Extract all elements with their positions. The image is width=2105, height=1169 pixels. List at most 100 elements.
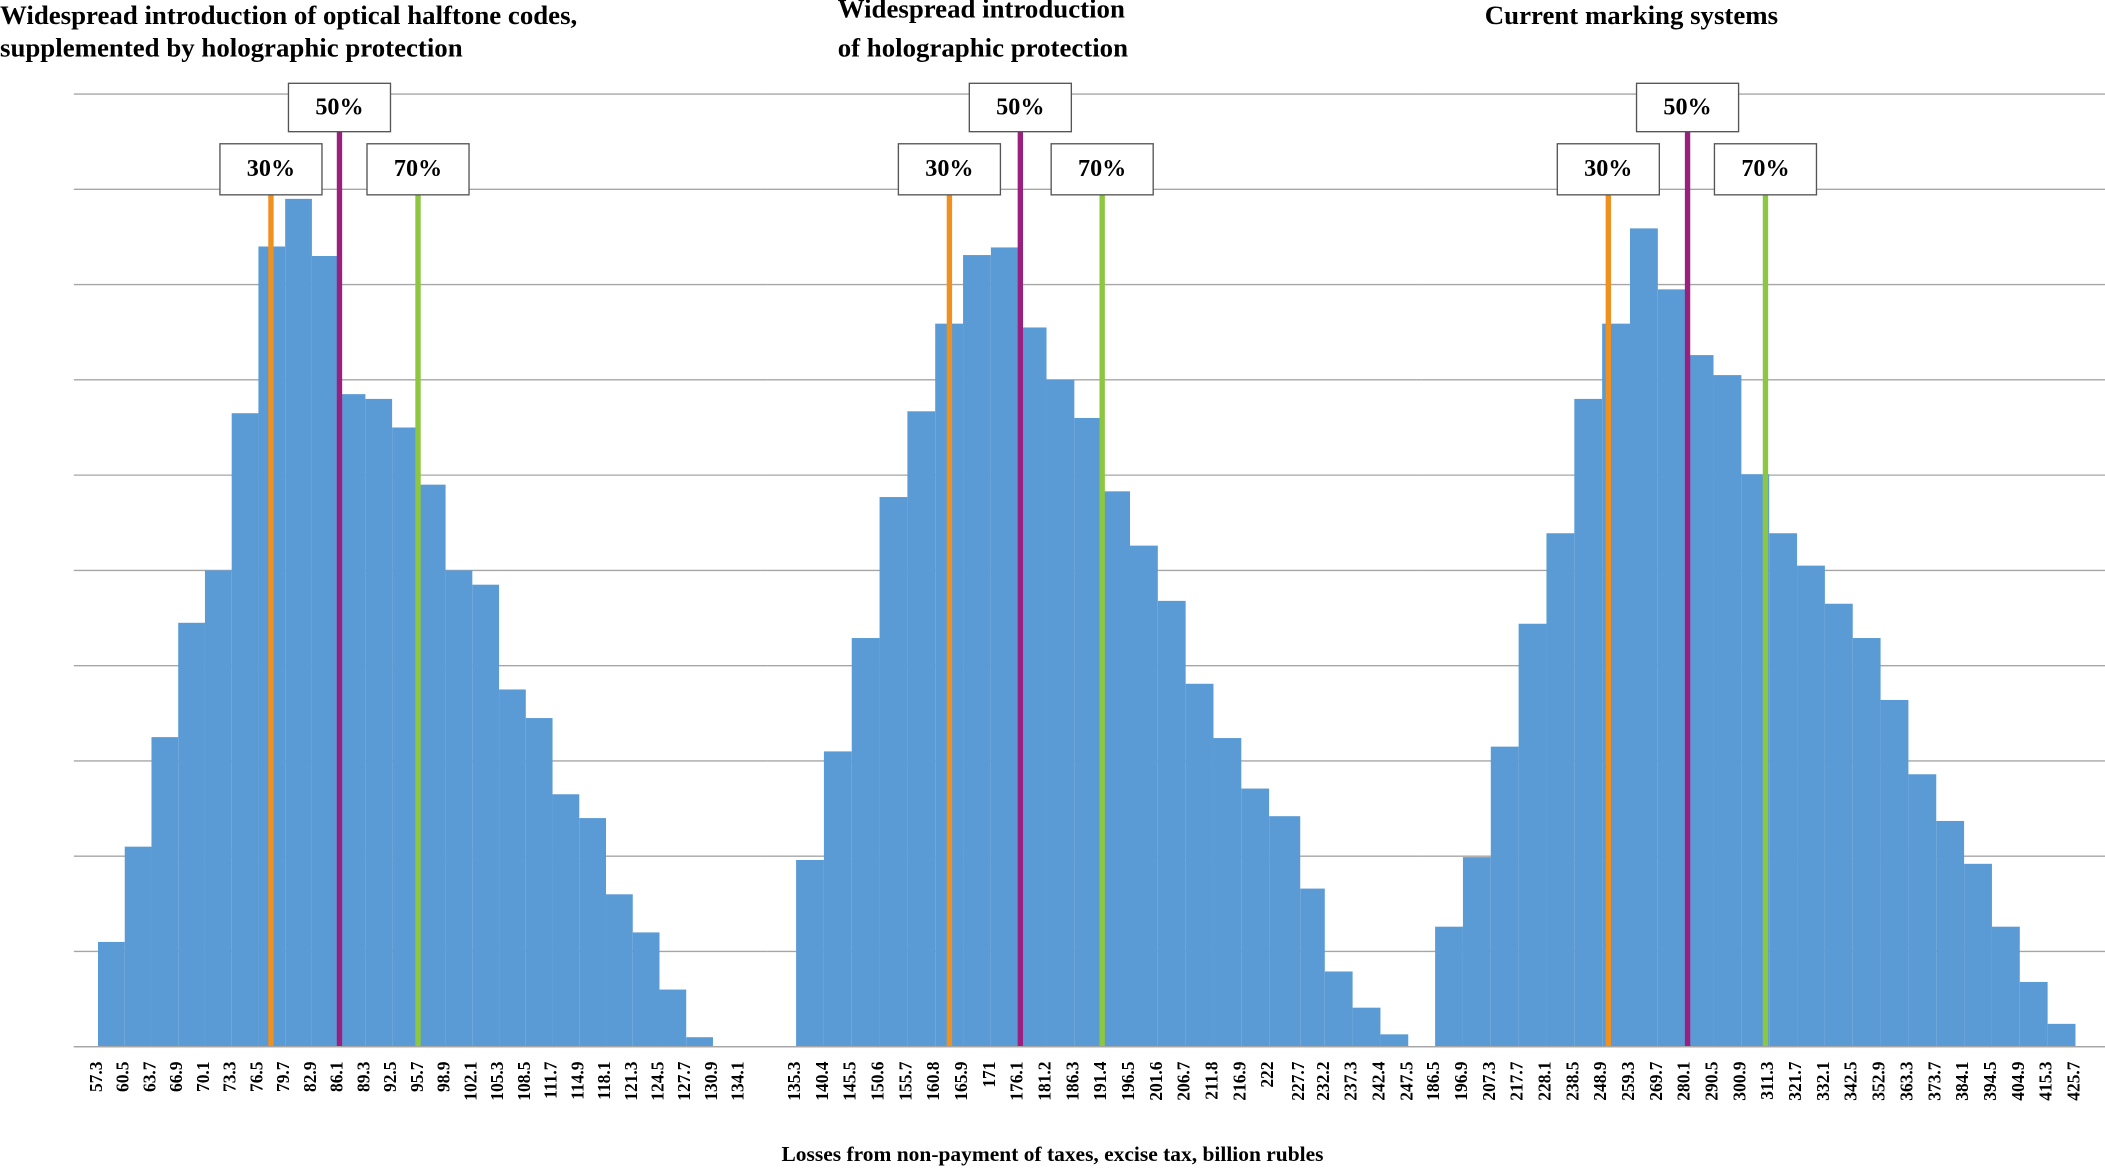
x-tick-label: 363.3 — [1896, 1061, 1916, 1101]
x-tick-label: 124.5 — [647, 1061, 667, 1101]
bar — [1157, 600, 1186, 1047]
percentile-label-box — [1050, 143, 1154, 196]
bar — [1490, 746, 1519, 1047]
x-tick-label: 232.2 — [1313, 1062, 1333, 1101]
x-tick-label: 176.1 — [1007, 1062, 1027, 1101]
x-tick-label: 171 — [979, 1062, 999, 1088]
x-tick-label: 86.1 — [327, 1062, 347, 1093]
bar — [1797, 565, 1825, 1047]
x-tick-label: 165.9 — [951, 1061, 971, 1101]
bar — [1018, 327, 1047, 1047]
percentile-label: 70% — [1078, 155, 1126, 182]
bar — [796, 860, 824, 1047]
percentile-label-box — [897, 143, 1002, 196]
percentile-label-box — [1713, 143, 1818, 196]
bar — [686, 1037, 713, 1047]
percentile-label-box — [366, 143, 470, 196]
x-tick-label: 191.4 — [1090, 1061, 1110, 1101]
bar — [392, 427, 419, 1047]
x-tick-label: 134.1 — [728, 1062, 748, 1101]
bar — [204, 570, 232, 1047]
percentile-label: 70% — [394, 155, 442, 182]
bar — [499, 689, 526, 1047]
x-tick-label: 121.3 — [621, 1061, 641, 1101]
x-tick-label: 300.9 — [1729, 1061, 1749, 1101]
bar — [1380, 1034, 1409, 1047]
x-tick-label: 89.3 — [353, 1061, 373, 1092]
bar — [1936, 820, 1965, 1047]
chart-title: supplemented by holographic protection — [0, 32, 463, 62]
x-tick-label: 95.7 — [407, 1061, 427, 1092]
bar — [907, 411, 936, 1047]
bar — [823, 751, 852, 1047]
chart-title: Current marking systems — [1485, 0, 1778, 30]
x-tick-label: 181.2 — [1035, 1062, 1055, 1101]
percentile-label-box — [1635, 82, 1740, 133]
bar — [1991, 926, 2020, 1047]
bar — [632, 932, 660, 1047]
x-tick-label: 98.9 — [434, 1061, 454, 1092]
bar — [1852, 638, 1881, 1047]
x-tick-label: 321.7 — [1785, 1061, 1805, 1101]
x-tick-label: 118.1 — [594, 1062, 614, 1100]
x-tick-label: 66.9 — [166, 1061, 186, 1092]
x-tick-label: 186.3 — [1062, 1061, 1082, 1101]
x-tick-label: 290.5 — [1702, 1061, 1722, 1101]
bar — [1185, 683, 1214, 1047]
x-tick-label: 247.5 — [1396, 1061, 1416, 1101]
x-tick-label: 425.7 — [2063, 1061, 2083, 1101]
x-tick-label: 228.1 — [1534, 1062, 1554, 1101]
bar — [1546, 533, 1575, 1047]
x-tick-label: 259.3 — [1618, 1061, 1638, 1101]
bar — [2047, 1023, 2076, 1047]
chart-title: Widespread introduction of optical halft… — [0, 0, 577, 30]
bar — [1518, 623, 1547, 1047]
x-tick-label: 102.1 — [460, 1062, 480, 1101]
bar — [472, 584, 500, 1047]
chart-title: Widespread introduction — [838, 0, 1125, 23]
x-tick-label: 145.5 — [840, 1061, 860, 1101]
bar — [1574, 398, 1603, 1047]
percentile-label: 50% — [996, 93, 1044, 120]
bar — [285, 198, 312, 1047]
percentile-label: 50% — [1663, 93, 1711, 120]
bar — [1269, 816, 1301, 1047]
x-tick-label: 127.7 — [674, 1061, 694, 1101]
percentile-label: 30% — [1584, 155, 1632, 182]
x-tick-label: 207.3 — [1479, 1061, 1499, 1101]
bar — [1462, 857, 1491, 1047]
x-tick-label: 105.3 — [487, 1061, 507, 1101]
bar — [418, 484, 446, 1047]
bar — [1713, 375, 1742, 1047]
x-tick-label: 79.7 — [273, 1061, 293, 1092]
bar — [963, 255, 991, 1047]
x-tick-label: 394.5 — [1980, 1061, 2000, 1101]
bar — [1435, 926, 1463, 1047]
bar — [1769, 533, 1798, 1047]
x-tick-label: 70.1 — [193, 1062, 213, 1093]
x-tick-label: 73.3 — [220, 1061, 240, 1092]
bar — [1908, 774, 1937, 1047]
x-tick-label: 248.9 — [1590, 1061, 1610, 1101]
bar — [552, 794, 580, 1047]
percentile-label-box — [968, 82, 1073, 133]
bar — [1629, 228, 1658, 1047]
bar — [659, 989, 687, 1047]
bar — [2019, 981, 2048, 1047]
bar — [1685, 355, 1714, 1047]
x-tick-label: 352.9 — [1869, 1061, 1889, 1101]
x-tick-label: 237.3 — [1341, 1061, 1361, 1101]
x-tick-label: 238.5 — [1562, 1061, 1582, 1101]
x-tick-label: 206.7 — [1174, 1061, 1194, 1101]
x-tick-label: 76.5 — [246, 1061, 266, 1092]
percentile-label: 50% — [315, 93, 363, 120]
bar — [231, 413, 259, 1047]
x-tick-label: 186.5 — [1423, 1061, 1443, 1101]
bar — [365, 398, 393, 1047]
x-tick-label: 155.7 — [895, 1061, 915, 1101]
bar — [1300, 888, 1325, 1047]
x-tick-label: 311.3 — [1757, 1061, 1777, 1100]
percentile-label-box — [1556, 143, 1660, 196]
bar — [1324, 971, 1353, 1047]
